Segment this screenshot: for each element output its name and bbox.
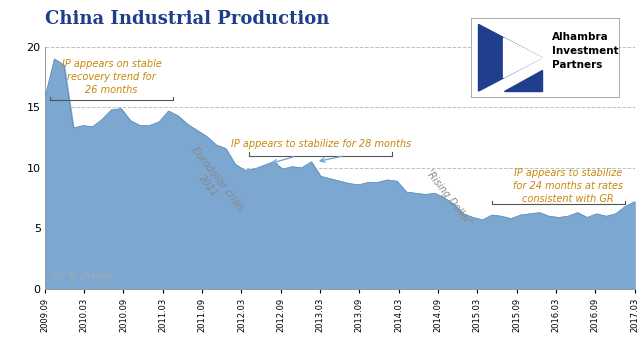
Polygon shape bbox=[478, 25, 542, 91]
Text: 'Rising Dollar': 'Rising Dollar' bbox=[424, 168, 474, 226]
Text: IP appears on stable
recovery trend for
26 months: IP appears on stable recovery trend for … bbox=[62, 59, 162, 95]
Polygon shape bbox=[504, 70, 542, 91]
Polygon shape bbox=[504, 38, 542, 78]
Text: IP appears to stabilize for 28 months: IP appears to stabilize for 28 months bbox=[231, 139, 411, 149]
Text: China Industrial Production: China Industrial Production bbox=[45, 10, 329, 27]
Text: Y/Y % change: Y/Y % change bbox=[51, 272, 112, 281]
Text: Eurodollar crisis
2011: Eurodollar crisis 2011 bbox=[180, 145, 246, 220]
Text: Alhambra
Investment
Partners: Alhambra Investment Partners bbox=[553, 32, 619, 70]
Text: IP appears to stabilize
for 24 months at rates
consistent with GR: IP appears to stabilize for 24 months at… bbox=[513, 168, 623, 204]
